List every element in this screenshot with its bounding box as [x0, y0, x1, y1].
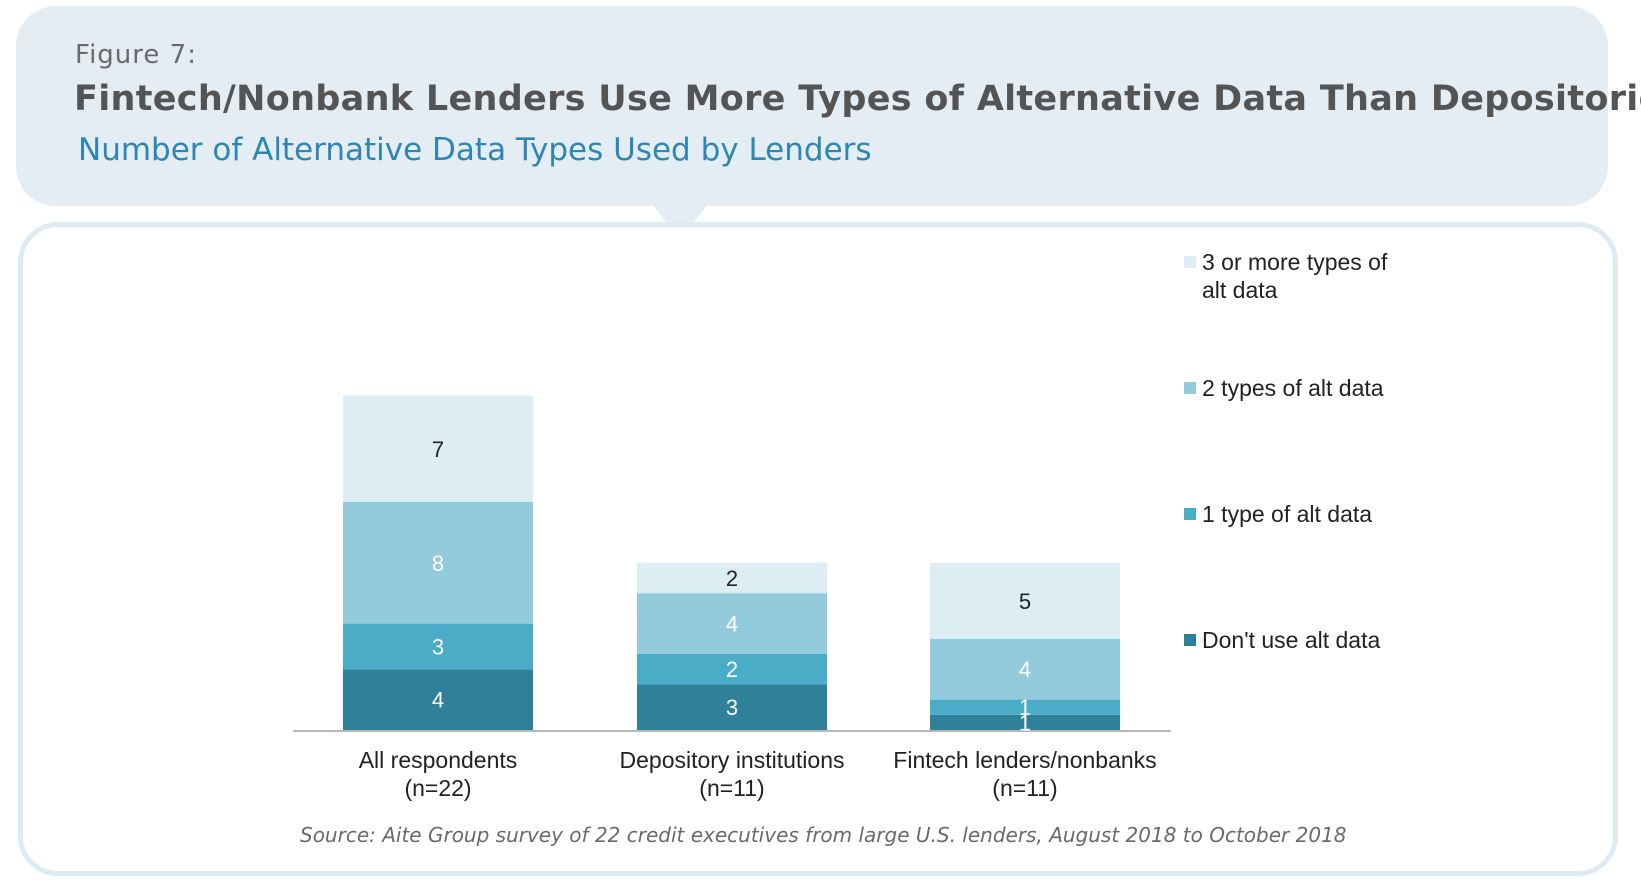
bar-fintech-lenders-nonbanks-2-types-of-alt-data	[930, 638, 1120, 700]
legend-swatch	[1184, 634, 1196, 646]
legend-swatch	[1184, 256, 1196, 268]
data-label-depository-institutions-3-or-more-types-of-alt-data: 2	[726, 566, 738, 591]
legend-label: 2 types of alt data	[1202, 375, 1384, 401]
data-label-all-respondents-don-t-use-alt-data: 4	[432, 688, 444, 713]
category-label-fintech-lenders-nonbanks: Fintech lenders/nonbanks	[893, 747, 1156, 773]
data-label-fintech-lenders-nonbanks-1-type-of-alt-data: 1	[1019, 695, 1031, 720]
bar-fintech-lenders-nonbanks-don-t-use-alt-data	[930, 714, 1120, 730]
bar-depository-institutions-3-or-more-types-of-alt-data	[637, 562, 827, 594]
data-label-depository-institutions-don-t-use-alt-data: 3	[726, 695, 738, 720]
category-label-depository-institutions: Depository institutions	[620, 747, 845, 773]
data-label-depository-institutions-2-types-of-alt-data: 4	[726, 612, 738, 637]
bar-all-respondents-2-types-of-alt-data	[343, 502, 533, 624]
legend-swatch	[1184, 382, 1196, 394]
bar-depository-institutions-don-t-use-alt-data	[637, 684, 827, 730]
bar-depository-institutions-1-type-of-alt-data	[637, 654, 827, 685]
data-label-fintech-lenders-nonbanks-3-or-more-types-of-alt-data: 5	[1019, 589, 1031, 614]
category-label-all-respondents: All respondents	[359, 747, 518, 773]
category-label-all-respondents-n: (n=22)	[404, 775, 471, 801]
bar-all-respondents-3-or-more-types-of-alt-data	[343, 395, 533, 502]
bar-fintech-lenders-nonbanks-3-or-more-types-of-alt-data	[930, 562, 1120, 639]
data-label-all-respondents-2-types-of-alt-data: 8	[432, 551, 444, 576]
bar-all-respondents-don-t-use-alt-data	[343, 669, 533, 730]
header-banner	[16, 6, 1608, 206]
data-label-depository-institutions-1-type-of-alt-data: 2	[726, 657, 738, 682]
category-label-depository-institutions-n: (n=11)	[699, 775, 764, 801]
bar-fintech-lenders-nonbanks-1-type-of-alt-data	[930, 699, 1120, 715]
figure-title: Fintech/Nonbank Lenders Use More Types o…	[74, 79, 1641, 119]
figure-subtitle: Number of Alternative Data Types Used by…	[78, 132, 872, 168]
data-label-all-respondents-1-type-of-alt-data: 3	[432, 634, 444, 659]
legend-label: 1 type of alt data	[1202, 501, 1373, 527]
data-label-fintech-lenders-nonbanks-don-t-use-alt-data: 1	[1019, 710, 1031, 735]
data-label-all-respondents-3-or-more-types-of-alt-data: 7	[432, 437, 444, 462]
legend-swatch	[1184, 508, 1196, 520]
legend-label: 3 or more types of alt data	[1202, 249, 1388, 303]
data-label-fintech-lenders-nonbanks-2-types-of-alt-data: 4	[1019, 657, 1031, 682]
category-label-fintech-lenders-nonbanks-n: (n=11)	[992, 775, 1057, 801]
chart-frame	[18, 222, 1618, 876]
legend-label: Don't use alt data	[1202, 627, 1381, 653]
source-note: Source: Aite Group survey of 22 credit e…	[300, 823, 1347, 847]
bar-depository-institutions-2-types-of-alt-data	[637, 593, 827, 654]
figure-label: Figure 7:	[75, 40, 197, 70]
bar-all-respondents-1-type-of-alt-data	[343, 623, 533, 670]
